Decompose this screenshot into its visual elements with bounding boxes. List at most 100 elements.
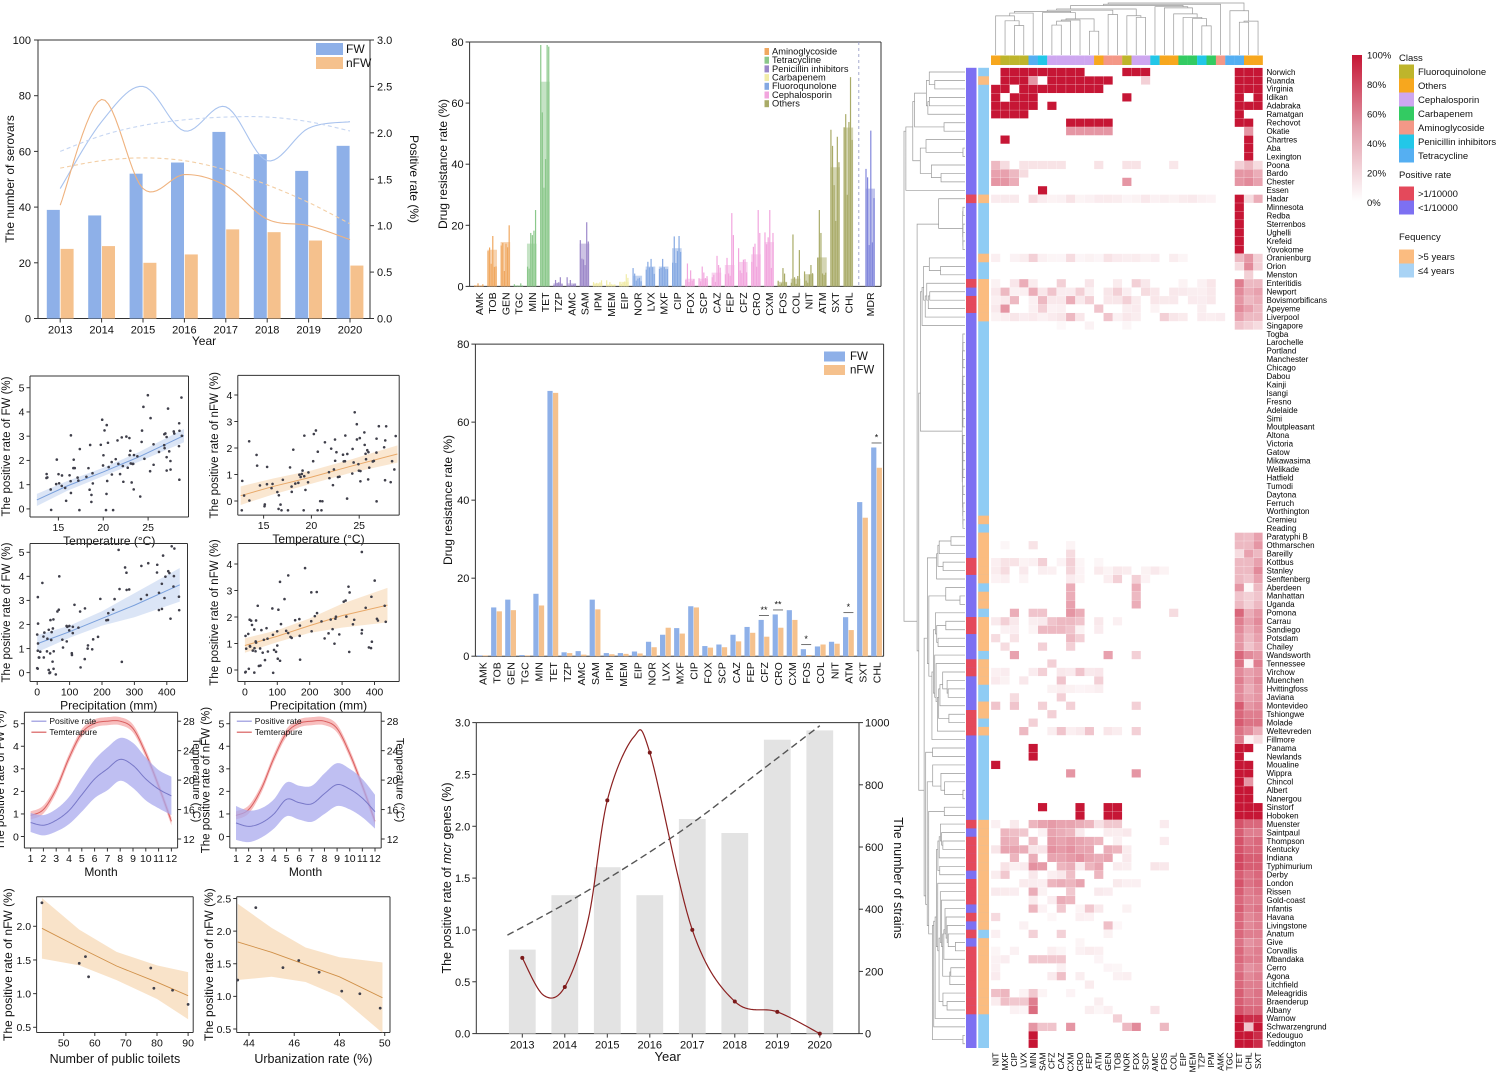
svg-text:60: 60: [89, 1038, 101, 1050]
svg-text:Norwich: Norwich: [1267, 68, 1296, 77]
svg-text:FEP: FEP: [745, 662, 757, 682]
svg-text:ATM: ATM: [817, 292, 829, 313]
svg-text:SAM: SAM: [1037, 1053, 1047, 1071]
svg-text:EIP: EIP: [632, 662, 644, 679]
svg-text:0: 0: [218, 831, 224, 843]
svg-text:80: 80: [19, 91, 31, 103]
svg-text:<1/10000: <1/10000: [1418, 203, 1458, 214]
svg-text:Temperature (°C): Temperature (°C): [394, 738, 406, 822]
svg-text:FOS: FOS: [777, 292, 789, 314]
svg-text:LVX: LVX: [645, 292, 657, 311]
svg-text:200: 200: [93, 687, 111, 699]
svg-text:MXF: MXF: [1000, 1053, 1010, 1071]
svg-text:Nanergou: Nanergou: [1267, 795, 1302, 804]
svg-text:CHL: CHL: [872, 662, 884, 683]
svg-text:Dabou: Dabou: [1267, 372, 1291, 381]
svg-text:Braenderup: Braenderup: [1267, 997, 1309, 1006]
svg-text:Ferruch: Ferruch: [1267, 499, 1295, 508]
svg-text:7: 7: [104, 853, 110, 865]
svg-text:100: 100: [61, 687, 79, 699]
svg-text:CXM: CXM: [787, 662, 799, 685]
svg-text:16: 16: [183, 804, 195, 816]
svg-text:Portland: Portland: [1267, 347, 1297, 356]
svg-text:Montevideo: Montevideo: [1267, 702, 1309, 711]
svg-text:1.5: 1.5: [455, 873, 470, 885]
svg-text:5: 5: [218, 719, 224, 731]
svg-text:24: 24: [183, 745, 195, 757]
svg-text:NOR: NOR: [632, 292, 644, 316]
svg-text:50: 50: [379, 1038, 391, 1050]
svg-text:Cerro: Cerro: [1267, 964, 1288, 973]
svg-text:Drug resistance rate (%): Drug resistance rate (%): [436, 99, 450, 229]
svg-text:GEN: GEN: [506, 662, 518, 685]
svg-text:Togba: Togba: [1267, 330, 1289, 339]
svg-text:CIP: CIP: [1009, 1052, 1019, 1067]
svg-text:2015: 2015: [131, 325, 155, 337]
svg-text:Victoria: Victoria: [1267, 440, 1294, 449]
svg-text:Hoboken: Hoboken: [1267, 811, 1299, 820]
svg-text:Idikan: Idikan: [1267, 93, 1288, 102]
svg-text:600: 600: [865, 842, 883, 854]
svg-text:60: 60: [451, 98, 463, 110]
svg-text:Panama: Panama: [1267, 744, 1297, 753]
svg-text:2020: 2020: [338, 325, 362, 337]
svg-text:ATM: ATM: [1094, 1053, 1104, 1070]
svg-text:TGC: TGC: [520, 662, 532, 685]
svg-text:60%: 60%: [1367, 110, 1387, 121]
svg-text:Penicillin inhibitors: Penicillin inhibitors: [772, 64, 849, 74]
svg-text:Redba: Redba: [1267, 211, 1291, 220]
svg-text:Weltevreden: Weltevreden: [1267, 727, 1312, 736]
svg-text:4: 4: [19, 571, 25, 583]
svg-text:The positive rate of FW (%): The positive rate of FW (%): [1, 542, 13, 682]
svg-text:AMC: AMC: [576, 662, 588, 686]
svg-text:TET: TET: [1234, 1053, 1244, 1069]
svg-text:SCP: SCP: [1140, 1052, 1150, 1070]
svg-text:nFW: nFW: [850, 365, 874, 377]
svg-text:Meleagridis: Meleagridis: [1267, 989, 1308, 998]
svg-text:800: 800: [865, 780, 883, 792]
svg-text:Wippra: Wippra: [1267, 769, 1293, 778]
svg-text:CAZ: CAZ: [711, 292, 723, 314]
svg-text:Isangi: Isangi: [1267, 389, 1289, 398]
svg-text:100%: 100%: [1367, 51, 1392, 62]
svg-text:TOB: TOB: [487, 292, 499, 313]
svg-text:60: 60: [457, 417, 469, 429]
svg-text:4: 4: [66, 853, 72, 865]
svg-text:0: 0: [19, 667, 25, 679]
svg-text:TZP: TZP: [562, 662, 574, 682]
svg-text:400: 400: [366, 687, 384, 699]
svg-text:FW: FW: [850, 351, 868, 363]
svg-text:Temterapure: Temterapure: [255, 727, 303, 737]
svg-text:MIN: MIN: [1028, 1053, 1038, 1069]
svg-text:Tshiongwe: Tshiongwe: [1267, 710, 1305, 719]
svg-text:CHL: CHL: [1243, 1052, 1253, 1069]
svg-text:TGC: TGC: [514, 292, 526, 315]
svg-text:FOX: FOX: [703, 662, 715, 684]
svg-text:Mikawasima: Mikawasima: [1267, 457, 1312, 466]
svg-text:2017: 2017: [680, 1040, 704, 1052]
svg-text:0.0: 0.0: [377, 314, 392, 326]
svg-text:Ughelli: Ughelli: [1267, 228, 1292, 237]
svg-text:Minnesota: Minnesota: [1267, 203, 1304, 212]
svg-text:80%: 80%: [1367, 80, 1387, 91]
svg-text:The positive rate of nFW (%): The positive rate of nFW (%): [209, 372, 221, 519]
svg-text:Gatow: Gatow: [1267, 448, 1290, 457]
svg-text:NIT: NIT: [804, 292, 816, 310]
svg-text:COL: COL: [815, 662, 827, 684]
svg-text:2019: 2019: [765, 1040, 789, 1052]
svg-text:LVX: LVX: [660, 662, 672, 681]
svg-text:3: 3: [218, 764, 224, 776]
svg-text:0: 0: [457, 281, 463, 293]
svg-text:60: 60: [19, 146, 31, 158]
svg-text:Cephalosporin: Cephalosporin: [1418, 95, 1479, 106]
svg-text:Livingstone: Livingstone: [1267, 921, 1308, 930]
svg-text:1: 1: [226, 638, 232, 650]
svg-text:3: 3: [258, 853, 264, 865]
svg-text:*: *: [804, 634, 808, 644]
svg-text:28: 28: [387, 716, 399, 728]
svg-text:Number of public toilets: Number of public toilets: [50, 1052, 181, 1066]
svg-text:Apeyeme: Apeyeme: [1267, 304, 1301, 313]
svg-text:2016: 2016: [172, 325, 196, 337]
svg-text:Muenster: Muenster: [1267, 820, 1301, 829]
svg-text:2020: 2020: [808, 1040, 832, 1052]
